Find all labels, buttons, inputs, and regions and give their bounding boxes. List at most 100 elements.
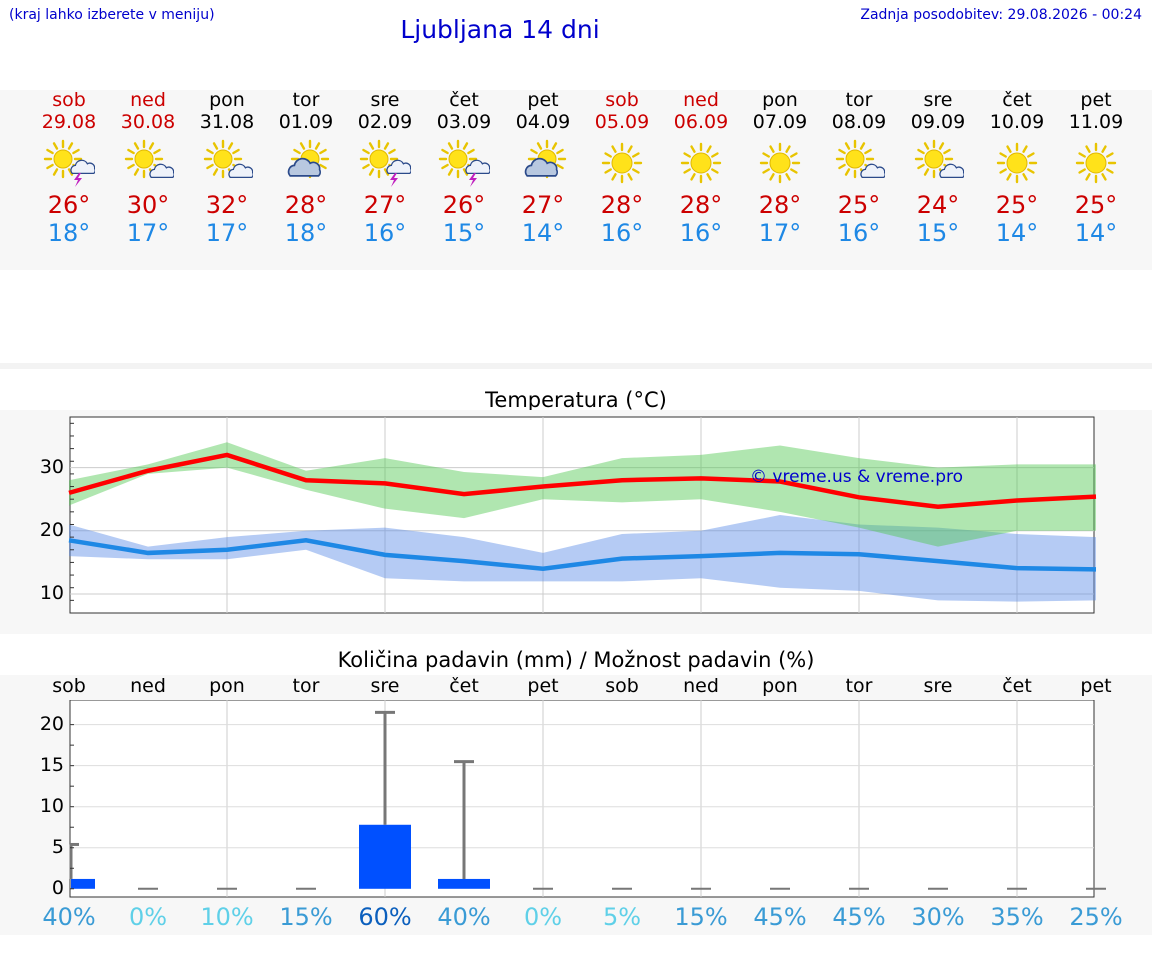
- day-name: pet: [527, 89, 559, 111]
- temp-min: 15°: [916, 219, 960, 247]
- max-temp-line: [68, 452, 1097, 510]
- day-date: 02.09: [357, 111, 413, 133]
- temp-min: 18°: [284, 219, 328, 247]
- precip-day-label: pet: [527, 675, 559, 697]
- temp-max: 26°: [47, 191, 91, 219]
- precip-day-label: pon: [762, 675, 798, 697]
- day-column: čet 03.09 26° 15°: [425, 89, 503, 247]
- temp-max: 32°: [205, 191, 249, 219]
- y-tick-label: 0: [51, 876, 64, 899]
- temp-max: 25°: [837, 191, 881, 219]
- day-name: sob: [605, 89, 639, 111]
- temp-min: 16°: [363, 219, 407, 247]
- day-date: 31.08: [199, 111, 255, 133]
- precip-day-label: sre: [923, 675, 953, 697]
- precip-day-label: čet: [1002, 675, 1032, 697]
- precip-day-label: čet: [449, 675, 479, 697]
- sun-cloud-icon: [188, 139, 266, 187]
- precip-chance: 45%: [832, 903, 886, 931]
- day-date: 04.09: [515, 111, 571, 133]
- temp-min: 14°: [1074, 219, 1118, 247]
- precip-chance: 60%: [358, 903, 412, 931]
- day-column: pet 04.09 27° 14°: [504, 89, 582, 247]
- day-date: 06.09: [673, 111, 729, 133]
- precip-chance: 10%: [200, 903, 254, 931]
- watermark: © vreme.us & vreme.pro: [750, 467, 964, 487]
- day-column: sob 29.08 26° 18°: [30, 89, 108, 247]
- precip-plot-area: [69, 700, 1095, 898]
- cloud-sun-icon: [267, 139, 345, 187]
- precip-chance: 15%: [674, 903, 728, 931]
- cloud-sun-icon: [504, 139, 582, 187]
- day-date: 29.08: [41, 111, 97, 133]
- day-column: sre 02.09 27° 16°: [346, 89, 424, 247]
- precip-day-label: pet: [1080, 675, 1112, 697]
- sun-icon: [741, 139, 819, 187]
- precip-day-label: ned: [683, 675, 719, 697]
- day-date: 09.09: [910, 111, 966, 133]
- day-date: 05.09: [594, 111, 650, 133]
- temp-min: 15°: [442, 219, 486, 247]
- day-date: 03.09: [436, 111, 492, 133]
- precip-day-label: sre: [370, 675, 400, 697]
- temperature-chart-title: Temperatura (°C): [485, 388, 667, 412]
- sun-cloud-thunder-icon: [30, 139, 108, 187]
- precip-chance: 0%: [128, 903, 168, 931]
- sun-cloud-thunder-icon: [425, 139, 503, 187]
- temp-max: 24°: [916, 191, 960, 219]
- day-column: pet 11.09 25° 14°: [1057, 89, 1135, 247]
- temp-min: 17°: [758, 219, 802, 247]
- day-column: sre 09.09 24° 15°: [899, 89, 977, 247]
- precip-chance: 45%: [753, 903, 807, 931]
- day-column: sob 05.09 28° 16°: [583, 89, 661, 247]
- y-tick-label: 10: [39, 794, 64, 817]
- day-date: 08.09: [831, 111, 887, 133]
- y-tick-label: 10: [39, 582, 64, 605]
- sun-cloud-icon: [899, 139, 977, 187]
- precip-bar: [359, 824, 411, 889]
- day-column: pon 31.08 32° 17°: [188, 89, 266, 247]
- sun-icon: [1057, 139, 1135, 187]
- precip-chance: 35%: [990, 903, 1044, 931]
- y-tick-label: 5: [51, 835, 64, 858]
- sun-icon: [583, 139, 661, 187]
- temp-max: 27°: [363, 191, 407, 219]
- day-name: ned: [130, 89, 166, 111]
- page-title: Ljubljana 14 dni: [400, 15, 600, 44]
- day-date: 11.09: [1068, 111, 1124, 133]
- day-name: pon: [762, 89, 798, 111]
- precip-chart-title: Količina padavin (mm) / Možnost padavin …: [337, 648, 815, 672]
- precip-chance: 30%: [911, 903, 965, 931]
- day-name: tor: [845, 89, 873, 111]
- sun-cloud-thunder-icon: [346, 139, 424, 187]
- temp-max: 26°: [442, 191, 486, 219]
- forecast-band: [0, 90, 1152, 270]
- precip-day-label: pon: [209, 675, 245, 697]
- temp-min: 16°: [600, 219, 644, 247]
- day-date: 30.08: [120, 111, 176, 133]
- y-tick-label: 15: [39, 753, 64, 776]
- day-name: ned: [683, 89, 719, 111]
- precip-day-label: ned: [130, 675, 166, 697]
- day-date: 07.09: [752, 111, 808, 133]
- temperature-chart: [68, 416, 1097, 614]
- day-name: čet: [1002, 89, 1032, 111]
- divider: [0, 363, 1152, 369]
- day-date: 01.09: [278, 111, 334, 133]
- y-tick-label: 30: [39, 455, 64, 478]
- temp-max: 28°: [284, 191, 328, 219]
- day-column: ned 30.08 30° 17°: [109, 89, 187, 247]
- min-temp-range-band: [69, 515, 1096, 602]
- day-column: tor 01.09 28° 18°: [267, 89, 345, 247]
- precip-chance: 5%: [602, 903, 642, 931]
- temp-max: 30°: [126, 191, 170, 219]
- day-column: pon 07.09 28° 17°: [741, 89, 819, 247]
- temp-max: 25°: [995, 191, 1039, 219]
- day-date: 10.09: [989, 111, 1045, 133]
- min-temp-line: [68, 538, 1097, 572]
- temp-max: 28°: [679, 191, 723, 219]
- temp-min: 16°: [679, 219, 723, 247]
- temp-min: 17°: [126, 219, 170, 247]
- sun-icon: [662, 139, 740, 187]
- sun-icon: [978, 139, 1056, 187]
